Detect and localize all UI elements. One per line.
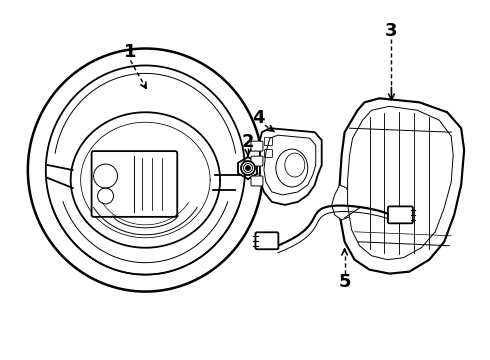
FancyBboxPatch shape [388, 206, 413, 223]
Polygon shape [340, 98, 464, 274]
Text: 2: 2 [242, 133, 254, 151]
FancyBboxPatch shape [251, 156, 263, 166]
FancyBboxPatch shape [92, 151, 177, 217]
Circle shape [241, 161, 255, 175]
Polygon shape [332, 185, 352, 220]
FancyBboxPatch shape [251, 141, 263, 151]
Text: 4: 4 [252, 109, 264, 127]
FancyBboxPatch shape [255, 232, 278, 249]
FancyBboxPatch shape [251, 176, 263, 186]
Text: 5: 5 [339, 273, 351, 291]
Text: 3: 3 [385, 22, 398, 40]
Polygon shape [260, 128, 322, 205]
Polygon shape [347, 106, 453, 260]
Text: 1: 1 [124, 44, 137, 62]
Circle shape [245, 166, 250, 171]
